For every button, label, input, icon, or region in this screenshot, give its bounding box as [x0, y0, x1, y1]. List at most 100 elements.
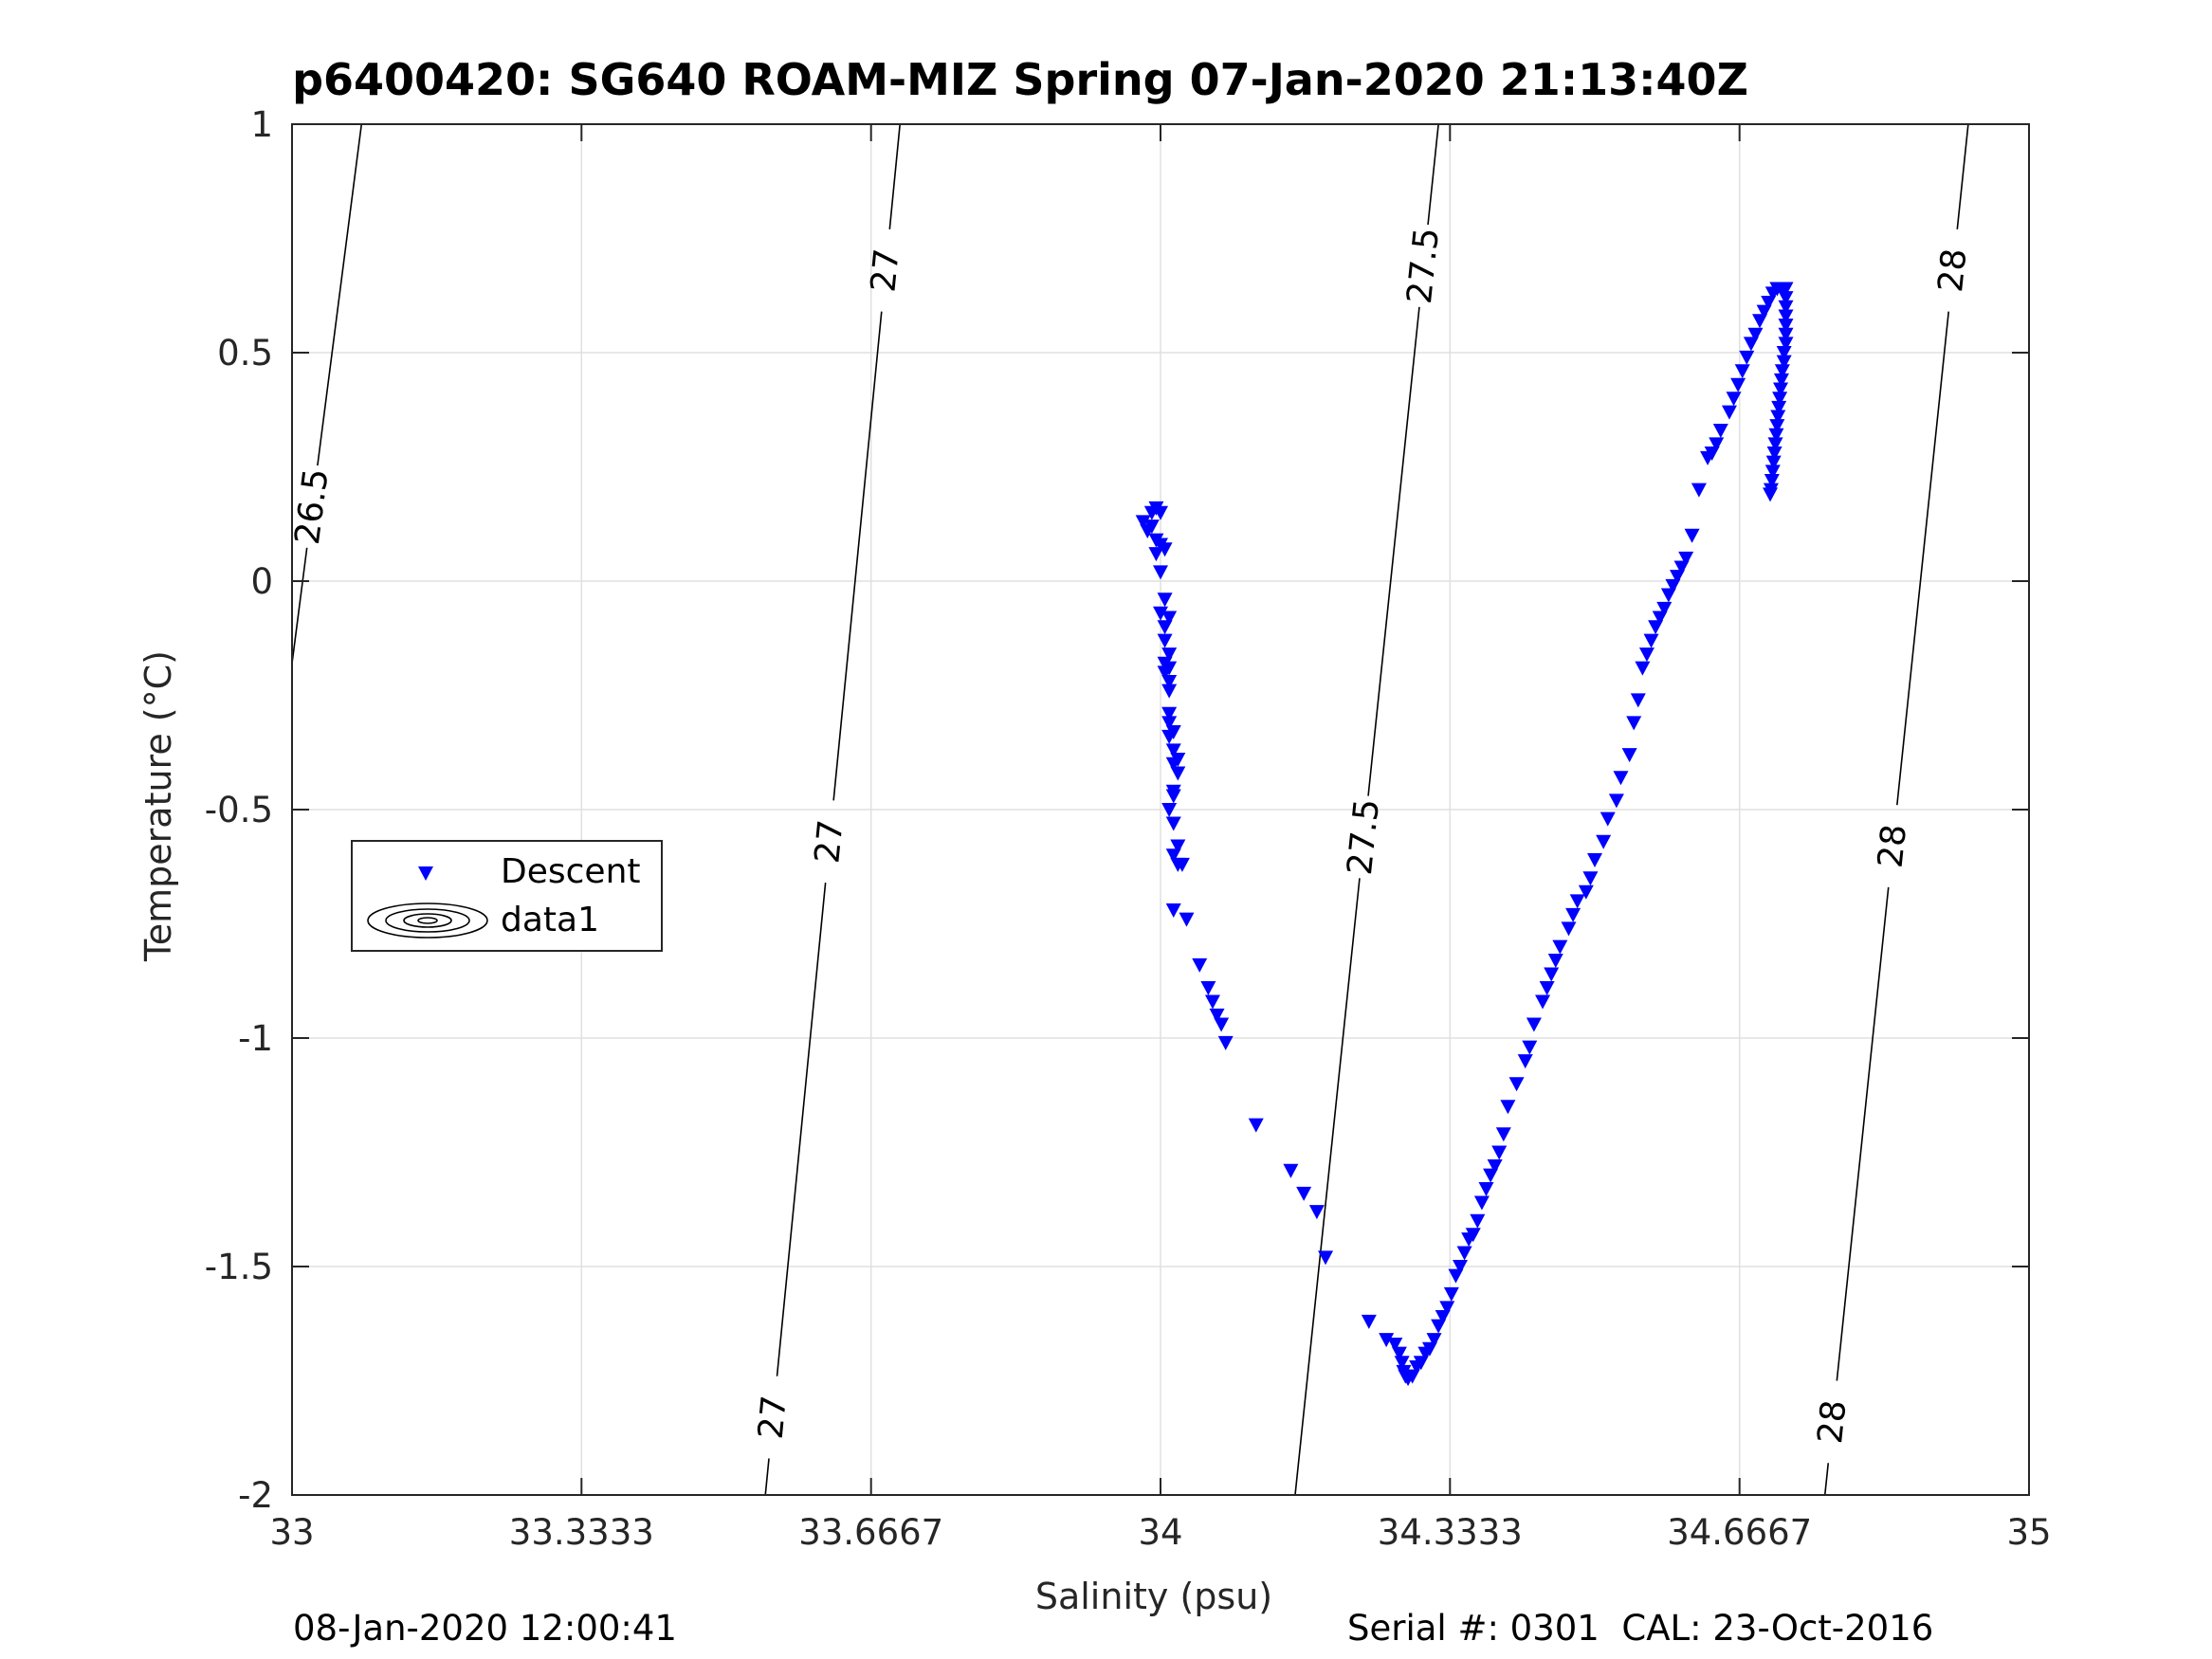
legend-box	[351, 840, 663, 952]
descent-point	[1148, 547, 1164, 562]
x-tick-label: 35	[2006, 1512, 2051, 1553]
descent-point	[1709, 437, 1725, 452]
descent-point	[1170, 839, 1186, 854]
descent-point	[1608, 793, 1624, 809]
descent-point	[1638, 647, 1654, 663]
descent-point	[1426, 1333, 1442, 1348]
descent-point	[1770, 410, 1786, 425]
contour-line-segment	[764, 1458, 770, 1496]
descent-point	[1165, 816, 1181, 831]
descent-point	[1165, 903, 1181, 919]
descent-point	[1161, 647, 1178, 663]
axis-ticks: 33 33.3333 33.6667 34 34.3333 34.6667 35 1 0.5 0 -…	[205, 104, 2052, 1553]
descent-point	[1153, 565, 1168, 580]
descent-point	[1765, 455, 1782, 470]
contour-label: 26.5	[288, 466, 337, 547]
descent-point	[1465, 1228, 1481, 1243]
descent-point	[1157, 542, 1173, 557]
y-tick-label: -2	[238, 1475, 273, 1516]
descent-point	[1626, 716, 1642, 731]
contour-line-segment	[832, 311, 883, 801]
descent-point	[1361, 1314, 1377, 1329]
descent-point	[1621, 748, 1637, 763]
descent-point	[1539, 980, 1555, 995]
descent-point	[1296, 1186, 1312, 1201]
y-tick-label: -1.5	[205, 1247, 273, 1287]
descent-point	[1778, 337, 1794, 352]
descent-point	[1135, 515, 1151, 530]
descent-point	[1165, 789, 1181, 804]
descent-point	[1726, 392, 1742, 407]
descent-point	[1161, 803, 1178, 817]
descent-point	[1391, 1346, 1407, 1361]
descent-point	[1500, 1100, 1516, 1115]
descent-point	[1394, 1356, 1410, 1371]
y-tick-label: 0	[250, 561, 273, 602]
descent-point	[1778, 309, 1794, 324]
x-tick-label: 33.3333	[509, 1512, 654, 1553]
descent-point	[1778, 282, 1794, 297]
descent-point	[1730, 377, 1746, 392]
descent-point	[1773, 373, 1789, 388]
descent-point	[1600, 811, 1616, 827]
y-axis-label: Temperature (°C)	[137, 650, 179, 962]
descent-point	[1517, 1054, 1533, 1069]
contour-label: 27	[864, 246, 906, 294]
descent-point	[1773, 382, 1789, 397]
x-tick-label: 33	[269, 1512, 314, 1553]
x-tick-label: 34.6667	[1667, 1512, 1812, 1553]
descent-point	[1200, 980, 1216, 995]
contour-label: 27	[752, 1394, 795, 1441]
descent-point	[1764, 473, 1780, 488]
descent-point	[1165, 743, 1181, 758]
descent-point	[1739, 350, 1755, 365]
descent-point	[1552, 939, 1568, 955]
descent-point	[1596, 834, 1612, 849]
descent-point	[1157, 633, 1173, 648]
x-tick-label: 33.6667	[798, 1512, 943, 1553]
density-contours: 26.5 27 27 27 27.5 27.5 28 28 28	[288, 123, 1975, 1496]
contour-label: 28	[1811, 1398, 1855, 1446]
descent-point	[1456, 1246, 1472, 1261]
descent-point	[1767, 437, 1783, 452]
descent-point	[1734, 364, 1750, 379]
descent-point	[1495, 1127, 1511, 1142]
descent-point	[1691, 483, 1707, 498]
descent-point	[1439, 1301, 1455, 1316]
contour-line-segment	[1896, 311, 1950, 806]
footer-serial-calibration: Serial #: 0301 CAL: 23-Oct-2016	[1347, 1608, 1934, 1649]
descent-point	[1174, 857, 1190, 872]
descent-point	[1192, 957, 1208, 973]
contour-label: 28	[1872, 823, 1915, 870]
descent-point	[1473, 1195, 1490, 1211]
descent-point	[1764, 465, 1781, 480]
descent-point	[1478, 1182, 1494, 1197]
legend-descent-marker	[418, 866, 433, 881]
descent-point	[1308, 1205, 1325, 1220]
descent-point	[1656, 601, 1673, 616]
descent-point	[1470, 1213, 1486, 1229]
descent-point	[1778, 300, 1794, 315]
descent-point	[1508, 1077, 1525, 1092]
descent-point	[1643, 633, 1659, 648]
descent-point	[1153, 505, 1168, 520]
contour-line-segment	[1367, 306, 1420, 796]
descent-point	[1776, 346, 1792, 360]
contour-line-segment	[1427, 123, 1439, 226]
contour-line-segment	[888, 123, 901, 229]
contour-label: 28	[1931, 246, 1975, 294]
descent-point	[1766, 447, 1782, 462]
descent-point	[1771, 400, 1787, 415]
contour-label: 27.5	[1341, 797, 1387, 877]
descent-point	[1179, 912, 1195, 927]
descent-point	[1379, 1333, 1395, 1348]
descent-point	[1535, 994, 1551, 1010]
descent-point	[1684, 528, 1700, 543]
legend-contour-icon	[367, 902, 488, 939]
descent-point	[1153, 606, 1168, 621]
descent-point	[1526, 1017, 1542, 1032]
descent-point	[1217, 1035, 1234, 1050]
descent-point	[1763, 487, 1779, 502]
descent-point	[1165, 757, 1181, 772]
